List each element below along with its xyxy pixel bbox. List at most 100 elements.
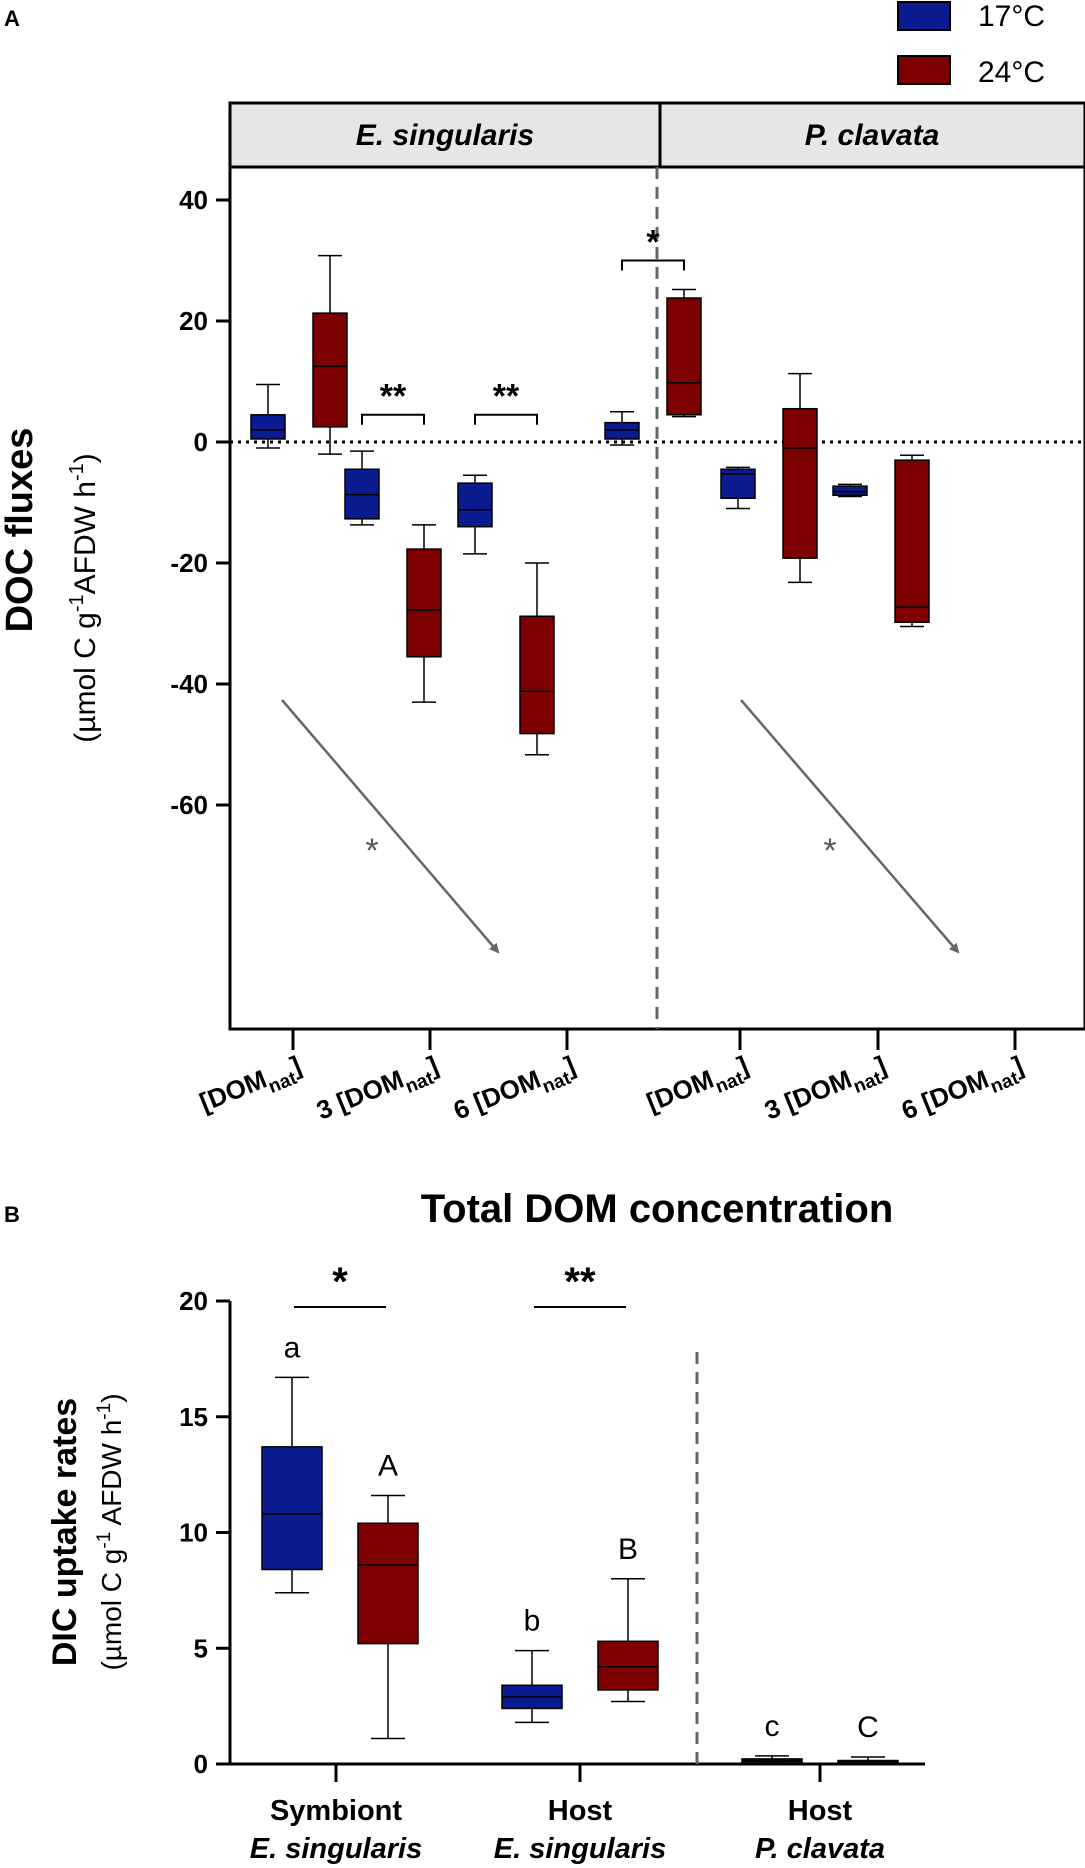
- group-letter: B: [618, 1533, 638, 1566]
- y-tick-label-a: -20: [170, 548, 208, 578]
- panel-label-a: A: [4, 6, 20, 31]
- significance-label: **: [564, 1260, 596, 1304]
- units-b-sup1: -1: [94, 1532, 115, 1549]
- y-axis-b: 0 5 10 15 20: [179, 1286, 230, 1779]
- y-tick-label-b: 5: [194, 1633, 208, 1663]
- x-tick-label-a: 3 [DOMnat]: [760, 1050, 893, 1132]
- panel-a: E. singularis P. clavata 40200-20-40-60 …: [0, 101, 1085, 1231]
- box-17c: [344, 450, 380, 526]
- trend-significance: *: [365, 832, 378, 870]
- x-axis-title-a: Total DOM concentration: [421, 1187, 894, 1231]
- box-24c: [666, 288, 702, 418]
- y-tick-label-a: 0: [194, 427, 208, 457]
- units-a-part1: (µmol C g: [69, 612, 102, 743]
- box-iqr: [597, 1640, 659, 1691]
- group-letter: A: [378, 1449, 398, 1482]
- units-b-part3: ): [96, 1393, 127, 1402]
- y-tick-label-b: 20: [179, 1286, 208, 1316]
- box-iqr: [357, 1522, 419, 1645]
- box-24c: [837, 1756, 899, 1765]
- box-24c: [782, 372, 818, 584]
- x-tick-label-a: 3 [DOMnat]: [312, 1050, 445, 1132]
- x-tick-label-b-line2: E. singularis: [494, 1833, 666, 1865]
- trend-arrow: [281, 699, 500, 954]
- group-letters-b: a Ab Bc C: [284, 1331, 879, 1744]
- units-a-part3: ): [69, 453, 102, 463]
- x-tick-label-a: [DOMnat]: [642, 1050, 755, 1124]
- panel-label-b: B: [4, 1202, 20, 1227]
- significance-bracket: [621, 259, 685, 271]
- facet-title-e-singularis: E. singularis: [356, 119, 534, 152]
- x-tick-label-a: 6 [DOMnat]: [449, 1050, 582, 1132]
- x-tick-label-b-line2: P. clavata: [755, 1833, 885, 1865]
- trend-arrows: * *: [281, 699, 960, 954]
- box-iqr: [782, 407, 818, 559]
- y-axis-title-a: DOC fluxes: [0, 428, 41, 633]
- box-17c: [250, 383, 286, 449]
- y-tick-label-a: 20: [179, 306, 208, 336]
- group-letter: a: [284, 1331, 301, 1364]
- boxes-b: [261, 1376, 899, 1765]
- y-axis-a: 40 20 0 -20 -40 -60: [170, 185, 230, 820]
- box-iqr: [894, 459, 930, 624]
- legend: 17°C 24°C: [897, 0, 1045, 89]
- significance-a: ** ***: [361, 223, 685, 425]
- box-iqr: [519, 615, 555, 735]
- y-tick-label-a: 40: [179, 185, 208, 215]
- box-17c: [832, 483, 868, 498]
- significance-label: *: [332, 1260, 348, 1304]
- boxes-a: [250, 254, 930, 756]
- x-tick-label-b-line1: Symbiont: [270, 1795, 402, 1827]
- y-tick-label-a: -40: [170, 669, 208, 699]
- box-iqr: [312, 312, 348, 428]
- box-iqr: [457, 482, 493, 528]
- units-a-sup1: -1: [66, 594, 88, 612]
- units-b-part1: (µmol C g: [96, 1549, 127, 1671]
- box-24c: [312, 254, 348, 455]
- y-tick-label-b: 15: [179, 1402, 208, 1432]
- y-axis-title-b: DIC uptake rates: [46, 1398, 84, 1666]
- x-tick-label-a: 6 [DOMnat]: [897, 1050, 1030, 1132]
- group-letter: c: [765, 1710, 780, 1743]
- box-17c: [501, 1649, 563, 1724]
- trend-arrow: [740, 699, 960, 954]
- box-17c: [604, 411, 640, 446]
- y-tick-label-b: 10: [179, 1518, 208, 1548]
- box-iqr: [832, 485, 868, 496]
- significance-label: *: [646, 223, 660, 261]
- units-a-part2: AFDW h: [69, 481, 102, 594]
- units-b-part2: AFDW h: [96, 1420, 127, 1532]
- group-letter: C: [857, 1711, 879, 1744]
- significance-label: **: [380, 378, 407, 416]
- x-tick-label-a: [DOMnat]: [195, 1050, 308, 1124]
- group-letter: b: [524, 1605, 541, 1638]
- legend-label-24c: 24°C: [978, 56, 1045, 89]
- box-iqr: [250, 414, 286, 440]
- legend-label-17c: 17°C: [978, 0, 1045, 33]
- significance-bracket: [474, 413, 538, 425]
- facet-strip-p-clavata: [658, 101, 1085, 169]
- facet-title-p-clavata: P. clavata: [805, 119, 940, 152]
- box-24c: [519, 562, 555, 756]
- units-b-sup2: -1: [94, 1403, 115, 1420]
- x-axis-b: Symbiont E. singularis Host E. singularis Ho…: [250, 1764, 885, 1865]
- y-axis-units-a: (µmol C g-1AFDW h-1): [66, 453, 102, 743]
- box-iqr: [604, 421, 640, 440]
- y-tick-label-a: -60: [170, 790, 208, 820]
- x-tick-label-b-line1: Host: [548, 1795, 613, 1827]
- x-tick-label-b-line1: Host: [788, 1795, 853, 1827]
- box-24c: [406, 524, 442, 703]
- box-iqr: [406, 548, 442, 658]
- x-axis-a: [DOMnat] 3 [DOMnat] 6 [DOMnat] [DOMnat] 3 [D…: [195, 1029, 1030, 1132]
- significance-b: * **: [294, 1260, 626, 1308]
- legend-swatch-24c: [897, 55, 951, 85]
- facet-strip-e-singularis: [228, 101, 662, 169]
- box-17c: [741, 1755, 803, 1764]
- box-24c: [357, 1494, 419, 1740]
- significance-bracket: [361, 413, 425, 425]
- box-24c: [597, 1578, 659, 1703]
- y-tick-label-b: 0: [194, 1749, 208, 1779]
- units-a-sup2: -1: [66, 463, 88, 481]
